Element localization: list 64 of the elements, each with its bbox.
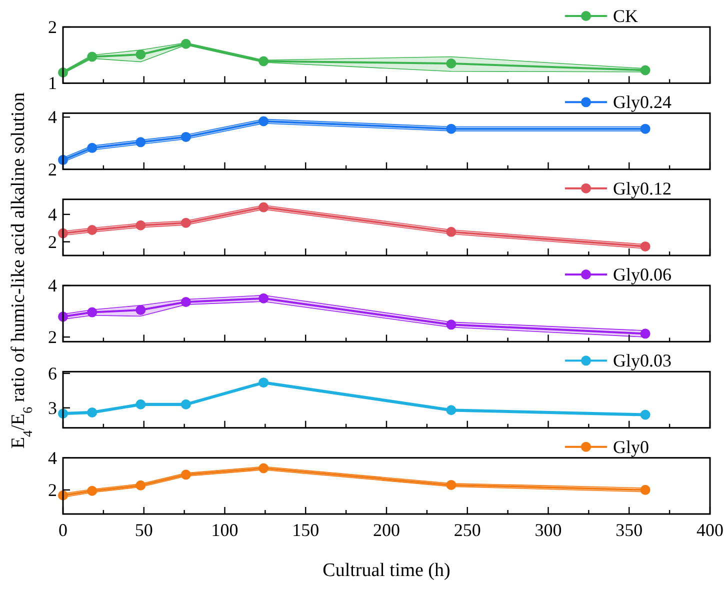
point <box>136 399 146 410</box>
point <box>87 225 98 236</box>
x-tick-label: 350 <box>616 520 643 540</box>
y-tick-label: 6 <box>48 363 57 384</box>
point <box>258 293 269 304</box>
point <box>640 328 650 339</box>
point <box>136 220 146 230</box>
x-tick-label: 400 <box>696 520 724 540</box>
point <box>446 226 456 237</box>
legend-label: CK <box>613 6 638 26</box>
y-tick-label: 4 <box>48 204 57 224</box>
point <box>446 124 456 134</box>
y-tick-label: 2 <box>48 480 57 500</box>
point <box>180 399 191 410</box>
point <box>640 484 650 495</box>
y-tick-label: 2 <box>48 232 57 252</box>
x-tick-label: 50 <box>134 520 153 540</box>
x-axis-title: Cultrual time (h) <box>322 560 450 581</box>
x-tick-label: 200 <box>373 520 400 540</box>
point <box>87 307 98 318</box>
point <box>180 132 191 142</box>
point <box>258 116 269 126</box>
point <box>640 65 650 76</box>
y-tick-label: 2 <box>48 159 57 180</box>
point <box>87 142 98 153</box>
x-tick-label: 250 <box>454 520 481 540</box>
point <box>180 296 191 307</box>
point <box>258 202 269 212</box>
y-tick-label: 3 <box>48 398 57 418</box>
y-tick-label: 4 <box>48 276 57 296</box>
point <box>180 38 191 49</box>
point <box>640 410 650 420</box>
y-tick-label: 4 <box>48 448 57 468</box>
point <box>87 407 98 418</box>
point <box>136 50 146 60</box>
legend-label: Gly0 <box>613 436 649 457</box>
y-tick-label: 4 <box>48 107 57 128</box>
x-tick-label: 150 <box>292 520 320 540</box>
point <box>136 304 146 315</box>
point <box>87 486 98 496</box>
point <box>180 470 191 480</box>
point <box>446 58 456 69</box>
point <box>446 480 456 490</box>
legend-label: Gly0.03 <box>613 350 672 371</box>
legend-label: Gly0.12 <box>613 178 672 198</box>
y-tick-label: 2 <box>48 17 57 37</box>
y-tick-label: 1 <box>48 73 57 94</box>
point <box>258 378 269 388</box>
point <box>258 463 269 474</box>
point <box>136 137 146 148</box>
point <box>446 405 456 416</box>
point <box>180 218 191 228</box>
point <box>640 241 650 252</box>
point <box>640 124 650 134</box>
legend-label: Gly0.06 <box>613 264 672 284</box>
point <box>446 320 456 330</box>
y-tick-label: 2 <box>48 327 57 348</box>
x-tick-label: 100 <box>211 520 238 540</box>
x-tick-label: 300 <box>534 520 562 540</box>
x-tick-label: 0 <box>58 520 68 540</box>
point <box>136 480 146 490</box>
point <box>258 56 269 66</box>
point <box>87 52 98 62</box>
legend-label: Gly0.24 <box>613 92 672 112</box>
